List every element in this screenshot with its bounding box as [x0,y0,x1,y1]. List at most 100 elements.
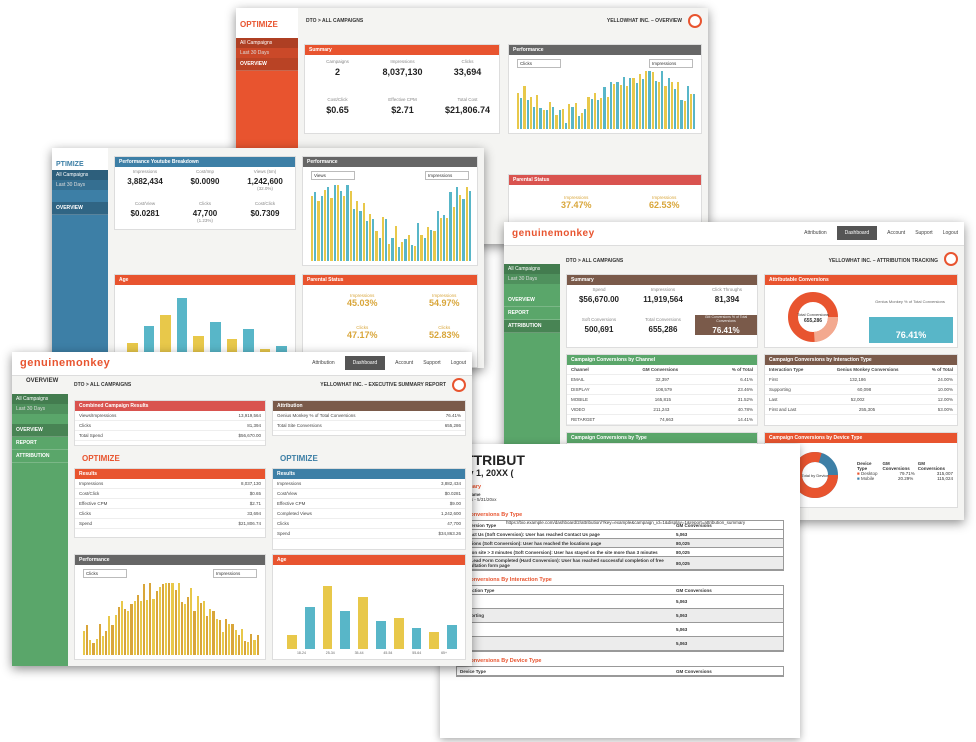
age-bar [393,617,404,649]
chart-bar [339,191,343,261]
chart-bar [401,242,404,261]
age-panel: Age 18-24 25-34 35-44 45-54 55-64 65+ [272,554,466,660]
chart-bar [657,82,661,129]
chart-bar [92,643,95,655]
chart-bar [417,223,420,261]
stat-soft-conversions: Soft Conversions 500,691 [581,317,617,334]
sidebar: All Campaigns Last 30 Days OVERVIEW REPO… [12,394,68,666]
parental-stat-2: Impressions 62.53% [649,195,680,210]
metric-select-right[interactable]: Impressions [425,171,469,180]
chart-bar [247,642,250,655]
chart-bar [168,583,171,655]
nav-account[interactable]: Account [887,230,906,236]
genius-monkey-logo: genuinemonkey [512,228,595,239]
sidebar-item-overview[interactable]: OVERVIEW [52,202,108,215]
nav-attribution[interactable]: Attribution [312,360,335,366]
page-title: YELLOWHAT INC. – OVERVIEW [606,18,682,24]
chart-bar [574,103,577,129]
chart-bar [423,238,426,261]
campaign-select[interactable]: All Campaigns [504,264,560,274]
metric-select-left[interactable]: Views [311,171,355,180]
page-title: YELLOWHAT INC. – ATTRIBUTION TRACKING [828,258,938,264]
campaign-select[interactable]: All Campaigns [12,394,68,404]
chart-bar [108,616,111,655]
chart-bar [426,227,430,261]
chart-bar [130,604,133,655]
metric-select-left[interactable]: Clicks [83,569,127,578]
attributable-panel: Attributable Conversions Total Conversio… [764,274,958,348]
chart-bar [320,196,323,261]
nav-account[interactable]: Account [395,360,414,366]
breadcrumb: DTO > ALL CAMPAIGNS [566,258,624,264]
sidebar-item-report[interactable]: REPORT [504,307,560,320]
chart-bar [343,196,346,261]
nav-attribution[interactable]: Attribution [804,230,827,236]
optimize-logo: OPTIMIZE [236,8,298,38]
chart-bar [558,110,561,129]
date-range-select[interactable]: Last 30 Days [504,274,560,284]
chart-bar [410,244,413,261]
chart-bar [452,207,455,261]
table-row: Completed Views 1,242,600 [273,509,465,519]
left-results-header: Results [75,469,265,479]
table-header: Interaction Type GM Conversions [457,586,783,595]
sidebar-item-attribution[interactable]: ATTRIBUTION [12,450,68,463]
sidebar-item-overview[interactable]: OVERVIEW [12,424,68,437]
table-row: RETARGET 74,663 14.41% [567,415,757,425]
chart-bar [561,109,565,129]
table-row: Spend $21,806.74 [75,519,265,529]
chart-bar [149,583,152,655]
chart-bar [184,603,187,655]
overview-label: OVERVIEW [26,378,59,384]
table-row: Spend $34,863.26 [273,529,465,539]
table-row: Clicks 81,394 [75,421,265,431]
table-row: First5,063 [457,595,783,609]
device-donut-label: Total by Device [801,473,829,478]
nav-logout[interactable]: Logout [450,360,466,366]
nav-dashboard[interactable]: Dashboard [836,226,878,240]
conversion-type-header: Campaign Conversions by Type [567,433,757,443]
stat-click-throughs: Click Throughs 81,394 [712,287,742,304]
table-row: Impressions 3,882,434 [273,479,465,489]
age-bar [193,335,204,363]
sidebar-item-report[interactable]: REPORT [12,437,68,450]
metric-select-right[interactable]: Impressions [213,569,257,578]
brand-badge-icon [452,378,466,392]
age-header: Age [115,275,295,285]
chart-bar [686,86,689,129]
campaign-select[interactable]: All Campaigns [236,38,298,48]
performance-bars [83,583,259,655]
sec-by-device: GM Conversions By Device Type [456,658,542,664]
chart-bar [323,189,327,261]
chart-bar [648,71,651,129]
metric-select-left[interactable]: Clicks [517,59,561,68]
chart-bar [111,625,114,655]
date-range-select[interactable]: Last 30 Days [236,48,298,58]
chart-bar [152,598,155,655]
date-range-select[interactable]: Last 30 Days [52,180,108,190]
chart-bar [404,238,407,261]
chart-bar [549,101,552,129]
attributable-header: Attributable Conversions [765,275,957,285]
campaign-select[interactable]: All Campaigns [52,170,108,180]
table-row: MOBILE 165,815 31.52% [567,395,757,405]
chart-bar [670,81,673,129]
report-url[interactable]: https://bio.example.com/dashboard/2/attr… [506,520,746,525]
performance-panel: Performance Clicks Impressions [74,554,266,660]
sidebar-item-overview[interactable]: OVERVIEW [236,58,298,71]
stat-gm-pct: GM Conversions % of Total Conversions 76.… [695,315,757,335]
chart-bar [600,97,603,129]
sidebar-item-overview[interactable]: OVERVIEW [504,294,560,307]
age-bar [322,586,333,649]
nav-logout[interactable]: Logout [942,230,958,236]
date-range-select[interactable]: Last 30 Days [12,404,68,414]
chart-bar [336,185,339,261]
nav-dashboard[interactable]: Dashboard [344,356,386,370]
interaction-panel: Campaign Conversions by Interaction Type… [764,354,958,426]
metric-select-right[interactable]: Impressions [649,59,693,68]
chart-bar [632,77,635,129]
nav-support[interactable]: Support [915,230,933,236]
sidebar-item-attribution[interactable]: ATTRIBUTION [504,320,560,333]
nav-support[interactable]: Support [423,360,441,366]
breadcrumb: DTO > ALL CAMPAIGNS [306,18,364,24]
